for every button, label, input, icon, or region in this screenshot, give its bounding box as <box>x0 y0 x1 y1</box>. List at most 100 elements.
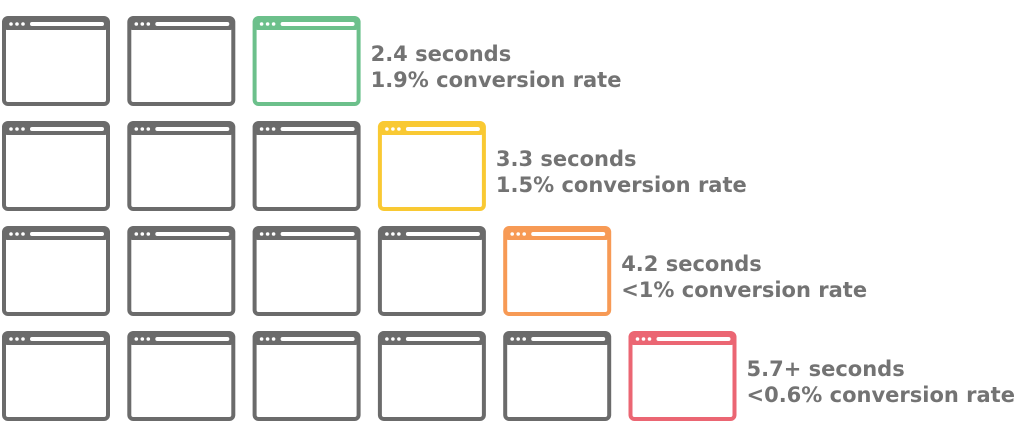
window-frame <box>2 16 110 106</box>
browser-window <box>127 331 236 421</box>
window-frame <box>127 331 236 421</box>
window-dot <box>134 127 139 131</box>
window-frame <box>252 331 361 421</box>
window-dot <box>15 22 19 26</box>
conversion-rate: 1.5% conversion rate <box>496 173 747 197</box>
window-dot <box>522 232 526 236</box>
window-dot <box>265 127 270 131</box>
browser-window <box>127 16 236 106</box>
conversion-rate: <1% conversion rate <box>621 278 867 302</box>
window-frame <box>377 331 486 421</box>
browser-window <box>2 331 110 421</box>
window-address-bar <box>531 232 606 236</box>
window-dot <box>385 232 389 236</box>
window-dot <box>391 127 395 131</box>
conversion-rate: <0.6% conversion rate <box>747 383 1015 407</box>
window-dot <box>146 127 151 131</box>
window-dot <box>134 232 139 236</box>
browser-window <box>252 226 361 316</box>
window-dot <box>146 337 151 341</box>
window-dot <box>265 232 270 236</box>
window-frame <box>252 16 361 106</box>
window-dot <box>635 337 640 341</box>
window-address-bar <box>280 127 355 131</box>
window-address-bar <box>531 337 606 341</box>
window-frame <box>2 331 110 421</box>
window-frame <box>127 226 236 316</box>
window-dot <box>265 22 270 26</box>
window-dot <box>134 337 139 341</box>
window-dot <box>140 127 145 131</box>
window-address-bar <box>155 127 230 131</box>
load-time: 5.7+ seconds <box>747 357 905 381</box>
browser-window <box>127 226 236 316</box>
window-frame <box>377 226 486 316</box>
window-dot <box>510 232 514 236</box>
browser-window <box>2 16 110 106</box>
browser-window <box>2 226 110 316</box>
window-address-bar <box>155 232 230 236</box>
window-dot <box>140 232 145 236</box>
window-dot <box>516 232 520 236</box>
window-dot <box>140 22 145 26</box>
window-address-bar <box>30 337 104 341</box>
window-dot <box>271 337 276 341</box>
window-dot <box>21 22 25 26</box>
window-dot <box>259 22 264 26</box>
load-time: 3.3 seconds <box>496 147 637 171</box>
window-dot <box>265 337 270 341</box>
window-address-bar <box>280 337 355 341</box>
browser-window <box>2 121 110 211</box>
window-dot <box>641 337 646 341</box>
window-address-bar <box>405 337 480 341</box>
window-dot <box>15 127 19 131</box>
window-address-bar <box>280 232 355 236</box>
window-address-bar <box>405 232 480 236</box>
load-time: 4.2 seconds <box>621 252 762 276</box>
window-dot <box>9 337 13 341</box>
window-dot <box>385 337 389 341</box>
browser-window <box>252 16 361 106</box>
window-dot <box>134 22 139 26</box>
window-dot <box>21 337 25 341</box>
window-dot <box>21 127 25 131</box>
window-dot <box>397 232 401 236</box>
window-frame <box>2 226 110 316</box>
window-dot <box>271 127 276 131</box>
browser-window <box>127 121 236 211</box>
load-time: 2.4 seconds <box>371 42 512 66</box>
window-dot <box>391 232 395 236</box>
window-dot <box>259 127 264 131</box>
window-frame <box>503 226 612 316</box>
browser-window <box>377 331 486 421</box>
window-dot <box>259 232 264 236</box>
window-dot <box>259 337 264 341</box>
window-dot <box>510 337 514 341</box>
window-frame <box>127 16 236 106</box>
window-frame <box>2 121 110 211</box>
window-address-bar <box>155 22 230 26</box>
window-dot <box>522 337 526 341</box>
browser-window <box>252 121 361 211</box>
window-address-bar <box>30 22 104 26</box>
window-dot <box>271 232 276 236</box>
window-frame <box>377 121 486 211</box>
window-address-bar <box>405 127 480 131</box>
browser-window <box>503 226 612 316</box>
window-dot <box>15 337 19 341</box>
window-dot <box>9 22 13 26</box>
window-address-bar <box>30 232 104 236</box>
window-dot <box>397 337 401 341</box>
window-dot <box>397 127 401 131</box>
window-dot <box>385 127 389 131</box>
window-dot <box>647 337 652 341</box>
window-dot <box>9 232 13 236</box>
window-frame <box>503 331 612 421</box>
window-address-bar <box>155 337 230 341</box>
conversion-rate: 1.9% conversion rate <box>371 68 622 92</box>
browser-window <box>377 121 486 211</box>
window-frame <box>252 121 361 211</box>
browser-window <box>503 331 612 421</box>
